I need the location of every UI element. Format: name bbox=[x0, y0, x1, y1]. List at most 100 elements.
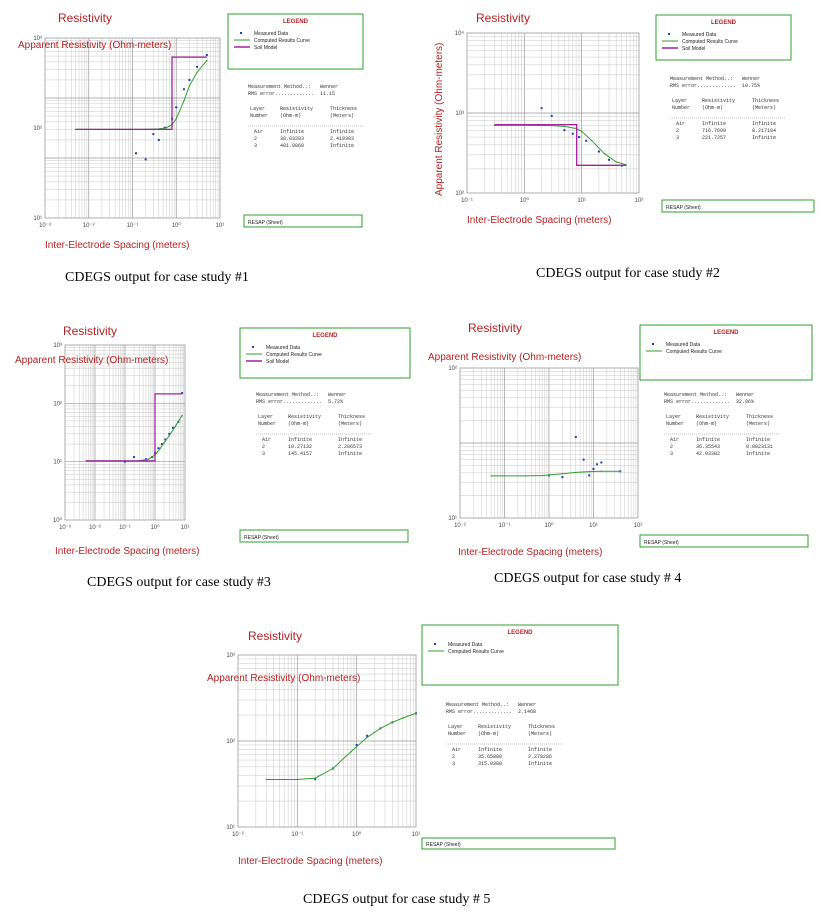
table-header-cell: Resistivity bbox=[702, 98, 735, 104]
y-tick-label: 10² bbox=[53, 401, 62, 407]
measured-data-point bbox=[574, 436, 577, 439]
measured-data-point bbox=[366, 734, 369, 737]
footer-label: RESAP (Sheet) bbox=[248, 220, 283, 226]
measured-data-point bbox=[592, 468, 595, 471]
chart-caption-3: CDEGS output for case study #3 bbox=[87, 575, 271, 590]
chart-svg-5: 10⁻² 10⁻¹ 10⁰ 10¹ 10¹ 10² 10³ Resistivity Appare… bbox=[207, 624, 619, 867]
measured-data-point bbox=[175, 106, 178, 109]
soil-model-line bbox=[86, 393, 183, 462]
table-cell-thickness: Infinite bbox=[746, 437, 770, 443]
curve-marker bbox=[415, 712, 417, 714]
x-tick-label: 10⁰ bbox=[544, 522, 554, 529]
footer-label: RESAP (Sheet) bbox=[426, 842, 461, 848]
measured-data-point bbox=[600, 461, 603, 464]
curve-marker bbox=[391, 721, 394, 723]
table-cell-resistivity: 42.03382 bbox=[696, 451, 720, 457]
table-cell-resistivity: 35.65880 bbox=[478, 754, 502, 760]
footer-bar bbox=[243, 214, 363, 228]
chart-title: Resistivity bbox=[63, 324, 117, 338]
curve-marker bbox=[603, 152, 606, 155]
legend-swatch-measured bbox=[652, 343, 654, 345]
y-tick-label: 10¹ bbox=[226, 825, 235, 831]
x-tick-label: 10¹ bbox=[577, 198, 586, 204]
measured-data-point bbox=[157, 138, 160, 141]
table-header-cell: Layer bbox=[258, 414, 273, 420]
table-cell-thickness: 2.419303 bbox=[330, 136, 354, 142]
measured-data-point bbox=[588, 474, 591, 477]
table-info-label: RMS error............. bbox=[248, 91, 314, 97]
legend-item-label: Measured Data bbox=[682, 32, 716, 38]
measured-data-point bbox=[540, 107, 543, 110]
curve-marker bbox=[183, 100, 185, 102]
table-info-label: RMS error............. bbox=[670, 83, 736, 89]
curve-marker bbox=[265, 778, 268, 781]
table-header-cell: (Meters) bbox=[330, 113, 354, 119]
table-cell-resistivity: Infinite bbox=[288, 437, 312, 443]
measured-data-point bbox=[550, 114, 553, 117]
chart-caption-5: CDEGS output for case study # 5 bbox=[303, 892, 491, 907]
x-tick-label: 10⁻¹ bbox=[499, 523, 511, 529]
table-header-cell: Resistivity bbox=[280, 106, 313, 112]
table-cell-layer: 2 bbox=[452, 754, 455, 760]
y-tick-label: 10² bbox=[226, 739, 235, 745]
table-cell-resistivity: 30.03203 bbox=[280, 136, 304, 142]
measured-data-point bbox=[181, 392, 184, 395]
soil-model-line bbox=[494, 123, 627, 166]
table-cell-layer: Air bbox=[262, 437, 271, 443]
curve-marker bbox=[619, 470, 621, 472]
curve-marker bbox=[163, 442, 165, 444]
measured-data-point bbox=[571, 132, 574, 135]
footer-label: RESAP (Sheet) bbox=[244, 535, 279, 541]
table-header-cell: Number bbox=[448, 731, 466, 737]
x-tick-label: 10⁻³ bbox=[59, 525, 71, 531]
curve-marker bbox=[550, 124, 553, 127]
measured-data-point bbox=[563, 129, 566, 132]
chart-svg-1: 10⁻³ 10⁻² 10⁻¹ 10⁰ 10¹ 10¹ 10² 10³ Resistivity Ap… bbox=[18, 11, 364, 251]
measured-data-point bbox=[182, 88, 185, 91]
x-tick-label: 10⁻² bbox=[232, 832, 244, 838]
table-cell-thickness: Infinite bbox=[528, 761, 552, 767]
legend-box bbox=[227, 13, 364, 70]
footer-bar bbox=[639, 534, 809, 548]
y-tick-label: 10¹ bbox=[53, 460, 62, 466]
x-tick-label: 10¹ bbox=[216, 223, 225, 229]
y-tick-label: 10³ bbox=[455, 111, 464, 117]
table-cell-thickness: 0.8823131 bbox=[746, 444, 773, 450]
table-cell-thickness: Infinite bbox=[330, 129, 354, 135]
table-cell-thickness: 2.278286 bbox=[528, 754, 552, 760]
footer-bar bbox=[421, 837, 616, 850]
curve-marker bbox=[561, 472, 564, 475]
table-info-label: Measurement Method..: bbox=[256, 392, 319, 398]
table-info-label: Measurement Method..: bbox=[248, 84, 311, 90]
table-info-label: Measurement Method..: bbox=[670, 76, 733, 82]
x-axis-label: Inter-Electrode Spacing (meters) bbox=[238, 856, 383, 867]
table-cell-layer: 2 bbox=[254, 136, 257, 142]
measured-data-point bbox=[160, 443, 163, 446]
table-header-cell: (Meters) bbox=[528, 731, 552, 737]
legend-item-label: Soil Model bbox=[266, 359, 289, 365]
table-header-cell: (Ohm-m) bbox=[280, 113, 301, 119]
y-tick-label: 10² bbox=[448, 366, 457, 372]
legend-item-label: Soil Model bbox=[682, 46, 705, 52]
table-cell-layer: 3 bbox=[254, 143, 257, 149]
curve-marker bbox=[563, 125, 566, 128]
table-header-cell: Resistivity bbox=[696, 414, 729, 420]
curve-marker bbox=[147, 458, 150, 460]
measured-data-point bbox=[608, 158, 611, 161]
x-axis-label: Inter-Electrode Spacing (meters) bbox=[467, 215, 612, 226]
measured-data-point bbox=[172, 426, 175, 429]
table-cell-resistivity: 315.0380 bbox=[478, 761, 502, 767]
table-cell-thickness: Infinite bbox=[338, 451, 362, 457]
curve-marker bbox=[591, 140, 593, 142]
measured-data-point bbox=[355, 743, 358, 746]
y-axis-label: Apparent Resistivity (Ohm-meters) bbox=[207, 673, 360, 684]
table-cell-resistivity: 36.35543 bbox=[696, 444, 720, 450]
y-tick-label: 10² bbox=[33, 126, 42, 132]
chart-panel-3: 10⁻³ 10⁻² 10⁻¹ 10⁰ 10¹ 10⁰ 10¹ 10² 10³ Resistivit… bbox=[0, 315, 415, 600]
x-tick-label: 10⁰ bbox=[150, 524, 160, 531]
table-cell-layer: 3 bbox=[452, 761, 455, 767]
table-header-cell: (Ohm-m) bbox=[288, 421, 309, 427]
table-cell-layer: Air bbox=[254, 129, 263, 135]
legend-title: LEGEND bbox=[312, 333, 338, 339]
measured-data-point bbox=[144, 158, 147, 161]
